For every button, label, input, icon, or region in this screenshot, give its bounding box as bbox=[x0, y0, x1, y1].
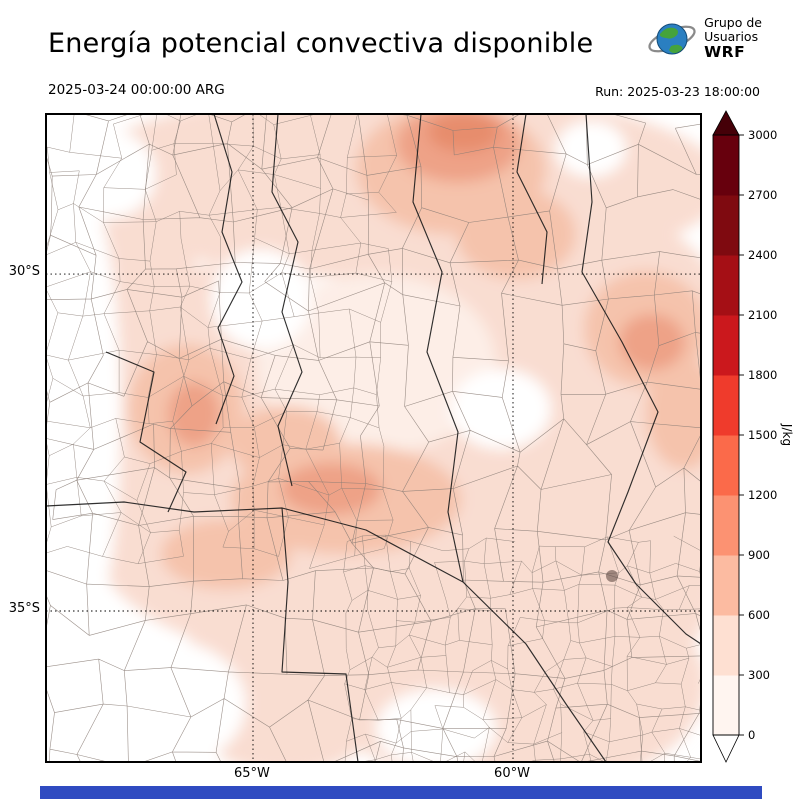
colorbar-tick-label: 2400 bbox=[748, 248, 777, 262]
colorbar-tick-label: 900 bbox=[748, 548, 770, 562]
longitude-label-60w: 60°W bbox=[494, 766, 530, 781]
globe-icon bbox=[648, 23, 696, 55]
map-border bbox=[46, 114, 701, 762]
map-area bbox=[45, 113, 702, 763]
logo-line2: Usuarios bbox=[704, 29, 759, 45]
latitude-label-35s: 35°S bbox=[8, 601, 40, 617]
gridlines bbox=[46, 114, 701, 762]
colorbar-unit-label: J/kg bbox=[780, 423, 794, 446]
department-boundaries bbox=[46, 114, 701, 762]
valid-datetime: 2025-03-24 00:00:00 ARG bbox=[48, 82, 225, 98]
colorbar-tick-label: 0 bbox=[748, 728, 755, 742]
cape-map bbox=[46, 114, 701, 762]
colorbar-segment bbox=[713, 555, 739, 616]
colorbar-tick-label: 600 bbox=[748, 608, 770, 622]
colorbar-tick-label: 1200 bbox=[748, 488, 777, 502]
colorbar-under-arrow bbox=[712, 734, 740, 763]
latitude-label-30s: 30°S bbox=[8, 264, 40, 280]
colorbar-tick-label: 300 bbox=[748, 668, 770, 682]
colorbar-segment bbox=[713, 315, 739, 376]
logo-line1: Grupo de bbox=[704, 14, 762, 30]
longitude-label-65w: 65°W bbox=[234, 766, 270, 781]
department-boundaries bbox=[46, 114, 397, 569]
colorbar-segment bbox=[713, 495, 739, 556]
colorbar-tick-label: 1500 bbox=[748, 428, 777, 442]
colorbar: 0 300 600 900 1200 1500 1800 2100 2400 2700 3000 J/… bbox=[712, 110, 794, 763]
cape-shading bbox=[46, 114, 701, 762]
colorbar-tick-label: 2700 bbox=[748, 188, 777, 202]
page-title: Energía potencial convectiva disponible bbox=[48, 28, 594, 59]
colorbar-over-arrow bbox=[712, 110, 740, 136]
colorbar-segment bbox=[713, 375, 739, 436]
colorbar-segment bbox=[713, 615, 739, 676]
colorbar-segment bbox=[713, 135, 739, 196]
colorbar-segment bbox=[713, 255, 739, 316]
wrf-logo: Grupo de Usuarios WRF bbox=[646, 14, 762, 64]
colorbar-tick-label: 3000 bbox=[748, 128, 777, 142]
footer-bar bbox=[40, 786, 762, 799]
colorbar-tick-label: 1800 bbox=[748, 368, 777, 382]
colorbar-segment bbox=[713, 195, 739, 256]
run-datetime: Run: 2025-03-23 18:00:00 bbox=[595, 84, 760, 99]
amba-dense-cluster bbox=[606, 570, 618, 582]
colorbar-segment bbox=[713, 675, 739, 736]
logo-line3: WRF bbox=[704, 43, 746, 62]
colorbar-tick-label: 2100 bbox=[748, 308, 777, 322]
province-boundaries bbox=[46, 114, 701, 762]
colorbar-segment bbox=[713, 435, 739, 496]
